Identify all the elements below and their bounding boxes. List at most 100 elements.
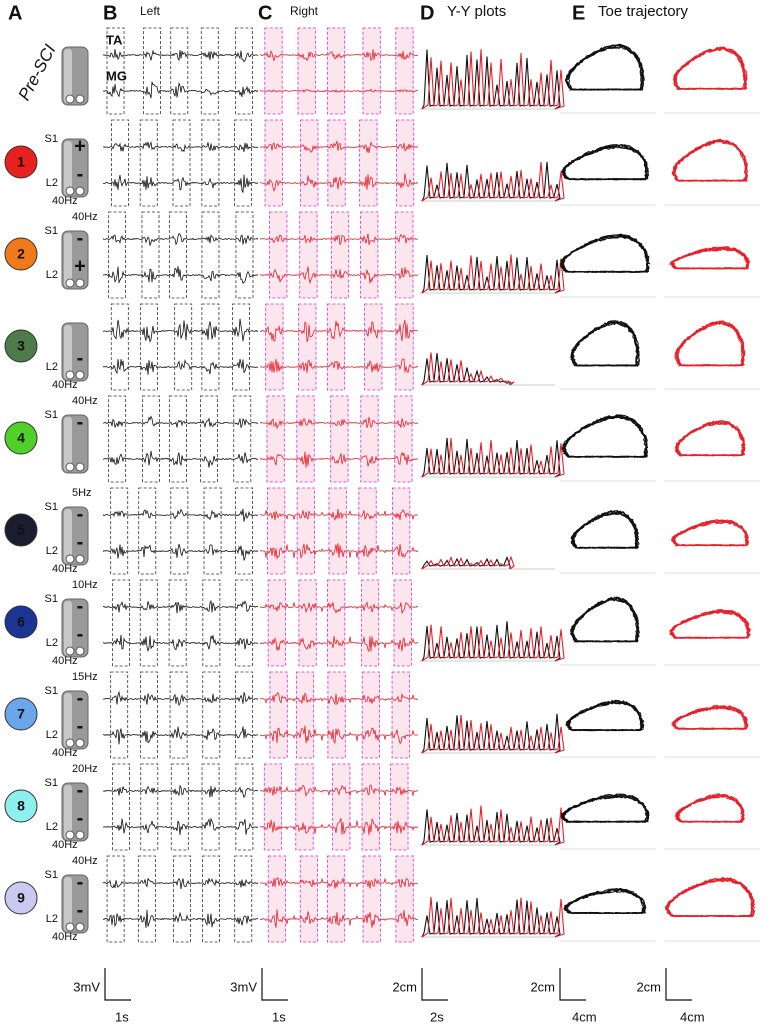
electrode-label: L2	[46, 729, 58, 741]
emg-trace	[259, 451, 419, 468]
electrode-contact	[65, 646, 75, 656]
burst-box	[108, 211, 126, 299]
burst-box	[328, 487, 347, 575]
toe-trajectory	[562, 416, 648, 458]
burst-box	[296, 487, 315, 575]
electrode-shade	[64, 693, 72, 747]
electrode-contact	[75, 830, 85, 840]
emg-trace	[259, 784, 419, 798]
yy-trace	[421, 555, 511, 570]
burst-box	[265, 303, 284, 391]
scale-label: 4cm	[572, 1009, 597, 1024]
burst-box	[395, 211, 414, 299]
burst-box	[173, 855, 192, 943]
toe-trajectory	[562, 414, 648, 458]
burst-box	[112, 579, 131, 667]
burst-box	[361, 671, 380, 759]
electrode-label: L2	[46, 545, 58, 557]
emg-trace	[259, 88, 419, 93]
emg-trace	[102, 600, 258, 614]
electrode-label: S1	[45, 593, 58, 605]
toe-trajectory	[561, 794, 650, 823]
burst-box	[299, 855, 319, 943]
burst-box	[201, 303, 220, 391]
emg-trace	[102, 318, 259, 343]
electrode-sign: -	[77, 899, 84, 921]
burst-box	[168, 211, 187, 299]
stim-freq: 20Hz	[72, 763, 98, 775]
burst-box	[358, 487, 377, 575]
yy-trace	[421, 805, 565, 846]
electrode-contact	[65, 370, 75, 380]
scale-label: 4cm	[680, 1009, 705, 1024]
stim-freq: 40Hz	[52, 563, 78, 575]
burst-box	[138, 487, 157, 575]
emg-trace	[102, 174, 259, 193]
row-badge	[4, 237, 38, 271]
row-label: Pre-SCI	[15, 41, 60, 104]
row-badge	[4, 421, 38, 455]
burst-box	[393, 579, 412, 667]
electrode-contact	[65, 186, 75, 196]
scale-bar	[421, 968, 448, 1001]
electrode-label: S1	[45, 777, 58, 789]
burst-box	[392, 487, 411, 575]
toe-trajectory	[561, 415, 649, 458]
burst-box	[362, 27, 381, 115]
emg-trace	[102, 81, 259, 99]
row-badge	[4, 145, 38, 179]
emg-trace	[102, 543, 259, 561]
yy-trace	[421, 255, 561, 294]
row-number: 6	[17, 614, 25, 630]
burst-box	[112, 763, 130, 851]
row-badge	[4, 881, 38, 915]
toe-trajectory	[567, 700, 645, 732]
burst-box	[111, 119, 130, 207]
burst-box	[327, 119, 346, 207]
burst-box	[264, 119, 283, 207]
yy-trace	[421, 437, 561, 478]
toe-trajectory	[671, 139, 748, 182]
burst-box	[362, 855, 381, 943]
electrode-label: L2	[46, 269, 58, 281]
emg-trace	[102, 909, 258, 928]
burst-box	[295, 671, 315, 759]
burst-box	[106, 855, 125, 943]
electrode-contact	[75, 646, 85, 656]
emg-trace	[259, 416, 419, 430]
electrode-sign: +	[74, 135, 86, 157]
toe-trajectory	[570, 510, 640, 549]
electrode-shade	[64, 877, 72, 931]
burst-box	[395, 303, 414, 391]
emg-trace	[103, 359, 259, 375]
yy-trace	[421, 353, 511, 386]
electrode-sign: -	[77, 779, 84, 801]
electrode-label: L2	[46, 913, 58, 925]
burst-box	[234, 27, 253, 115]
row-badge	[4, 789, 38, 823]
emg-trace	[259, 601, 419, 614]
panel-letter: B	[103, 2, 117, 24]
burst-box	[298, 579, 317, 667]
stim-freq: 40Hz	[52, 747, 78, 759]
burst-box	[170, 27, 189, 115]
burst-box	[296, 395, 315, 483]
burst-box	[143, 27, 161, 115]
emg-trace	[102, 784, 259, 799]
emg-trace	[259, 876, 419, 889]
scale-bar	[104, 968, 131, 1001]
burst-box	[232, 303, 250, 391]
yy-trace	[421, 438, 565, 478]
yy-trace	[421, 621, 561, 662]
burst-box	[266, 395, 285, 483]
emg-trace	[259, 725, 418, 744]
electrode-contact	[75, 278, 85, 288]
panel-letter: E	[572, 2, 585, 24]
toe-trajectory	[675, 420, 746, 457]
yy-trace	[421, 161, 561, 202]
stim-freq: 15Hz	[72, 671, 98, 683]
burst-box	[201, 211, 220, 299]
toe-trajectory	[675, 419, 745, 457]
yy-trace	[421, 897, 565, 938]
stim-freq: 40Hz	[52, 839, 78, 851]
